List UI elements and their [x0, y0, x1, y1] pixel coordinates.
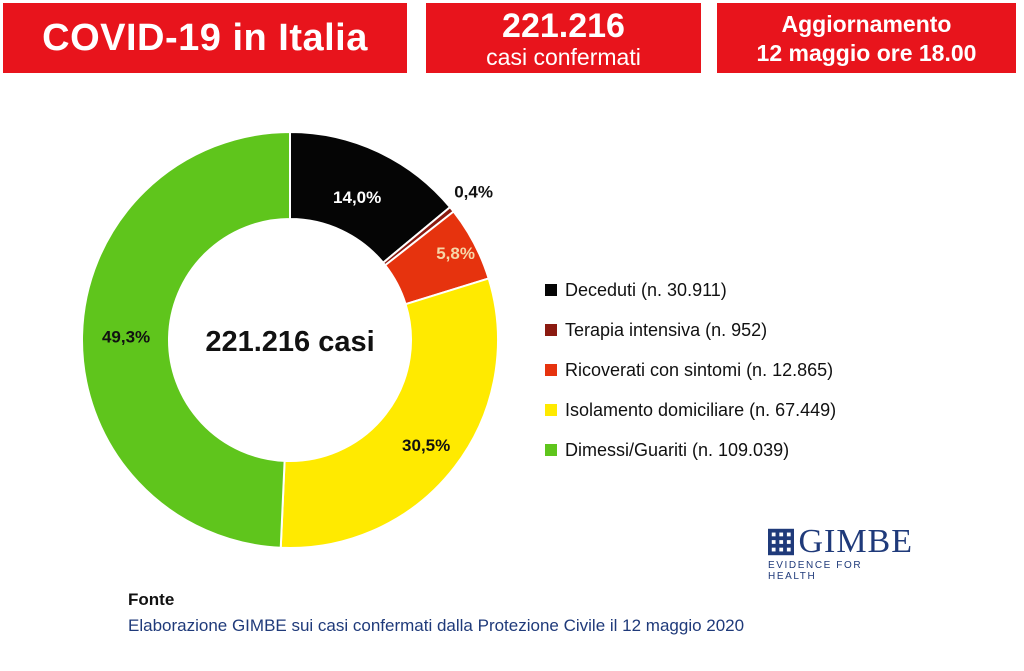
percent-label-deceduti: 14,0%: [333, 188, 381, 207]
legend-swatch: [545, 444, 557, 456]
donut-percent-labels: 14,0% 0,4% 5,8% 30,5% 49,3%: [102, 183, 493, 455]
logo-name: GIMBE: [798, 523, 913, 560]
cases-number: 221.216: [502, 7, 625, 45]
gimbe-grid-icon: [768, 528, 795, 556]
update-banner: Aggiornamento 12 maggio ore 18.00: [714, 0, 1019, 76]
legend-item-dimessi-guariti: Dimessi/Guariti (n. 109.039): [545, 430, 836, 470]
legend-label: Dimessi/Guariti (n. 109.039): [565, 439, 790, 460]
source-label: Fonte: [128, 590, 175, 609]
cases-banner: 221.216 casi confermati: [423, 0, 704, 76]
page-title: COVID-19 in Italia: [42, 16, 368, 59]
percent-label-terapia-intensiva: 0,4%: [454, 183, 493, 202]
percent-label-isolamento-domiciliare: 30,5%: [402, 436, 450, 455]
legend-swatch: [545, 284, 557, 296]
donut-slice-dimessi-guariti: [81, 130, 291, 549]
logo-tagline: EVIDENCE FOR HEALTH: [768, 560, 863, 582]
legend-label: Ricoverati con sintomi (n. 12.865): [565, 359, 834, 380]
legend-item-terapia-intensiva: Terapia intensiva (n. 952): [545, 310, 836, 350]
percent-label-dimessi-guariti: 49,3%: [102, 327, 150, 346]
percent-label-ricoverati-con-sintomi: 5,8%: [436, 244, 475, 263]
legend-label: Isolamento domiciliare (n. 67.449): [565, 399, 837, 420]
donut-center-label: 221.216 casi: [205, 326, 374, 358]
update-date: 12 maggio ore 18.00: [756, 40, 977, 66]
donut-slice-isolamento-domiciliare: [279, 277, 499, 549]
legend-item-ricoverati: Ricoverati con sintomi (n. 12.865): [545, 350, 836, 390]
chart-legend: Deceduti (n. 30.911) Terapia intensiva (…: [545, 270, 836, 470]
legend-item-deceduti: Deceduti (n. 30.911): [545, 270, 836, 310]
legend-item-isolamento: Isolamento domiciliare (n. 67.449): [545, 390, 836, 430]
donut-slices: [81, 130, 499, 549]
source-text: Elaborazione GIMBE sui casi confermati d…: [128, 616, 745, 635]
legend-label: Deceduti (n. 30.911): [565, 279, 727, 300]
title-banner: COVID-19 in Italia: [0, 0, 410, 76]
cases-label: casi confermati: [486, 44, 641, 70]
update-label: Aggiornamento: [781, 11, 952, 37]
legend-label: Terapia intensiva (n. 952): [565, 319, 768, 340]
donut-chart: 14,0% 0,4% 5,8% 30,5% 49,3% 221.216 casi: [81, 130, 499, 549]
legend-swatch: [545, 364, 557, 376]
source-note: Fonte Elaborazione GIMBE sui casi confer…: [128, 590, 744, 636]
gimbe-logo: GIMBE EVIDENCE FOR HEALTH: [768, 523, 913, 582]
legend-swatch: [545, 324, 557, 336]
legend-swatch: [545, 404, 557, 416]
